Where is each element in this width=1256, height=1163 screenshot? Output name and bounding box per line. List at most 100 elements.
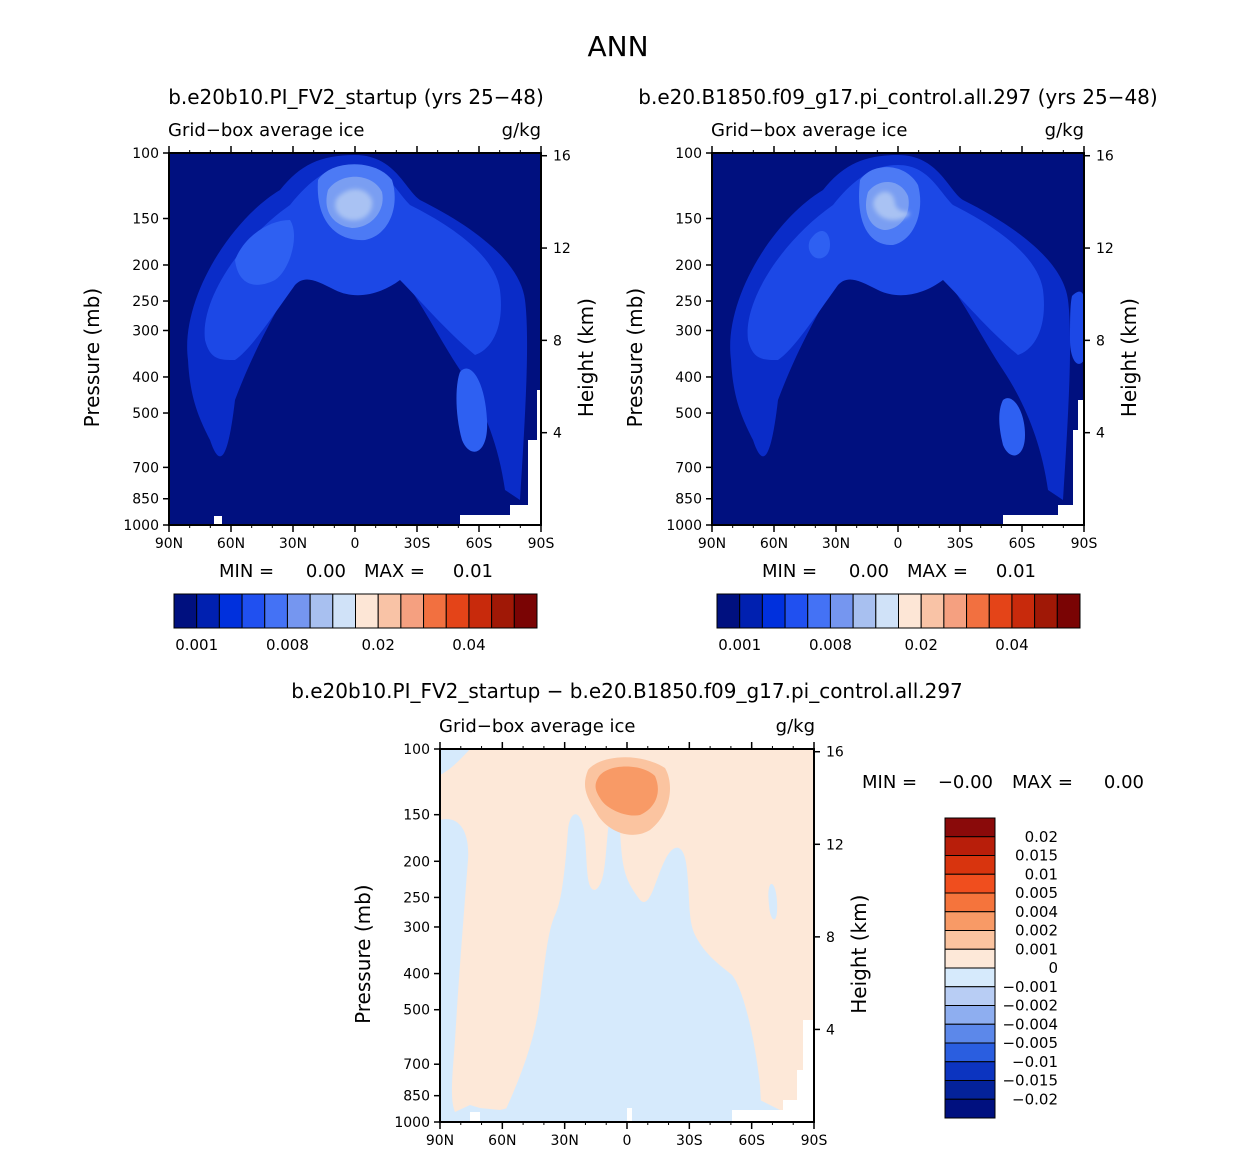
colorbar-swatch xyxy=(943,593,968,629)
y-tick-label: 100 xyxy=(403,742,430,758)
y2-axis-label: Height (km) xyxy=(847,895,871,1014)
x-tick-label: 60N xyxy=(217,536,245,552)
units-label: g/kg xyxy=(1045,120,1084,141)
colorbar-label: 0.001 xyxy=(175,636,218,654)
x-tick-label: 60S xyxy=(738,1133,765,1149)
units-label: g/kg xyxy=(502,120,541,141)
y-tick-label: 300 xyxy=(403,920,430,936)
min-label: MIN = xyxy=(862,772,917,793)
x-tick-label: 60N xyxy=(760,536,788,552)
colorbar-swatch xyxy=(988,593,1013,629)
colorbar-label: −0.001 xyxy=(1002,978,1058,996)
colorbar-swatch xyxy=(944,986,996,1006)
colorbar-label: 0.015 xyxy=(1015,847,1058,865)
x-tick-label: 0 xyxy=(623,1133,632,1149)
contour-field xyxy=(712,153,1084,525)
colorbar-swatch xyxy=(944,1042,996,1063)
y-tick-label: 700 xyxy=(403,1057,430,1073)
y-tick-label: 150 xyxy=(403,808,430,824)
y-tick-label: 500 xyxy=(403,1003,430,1019)
panel-difference: Grid−box average ice g/kg 100 150 200 250 30… xyxy=(351,716,1144,1149)
colorbar-swatch xyxy=(1056,593,1081,629)
axes: 100 150 200 250 300 400 500 700 850 1000 16 12 8 4 90N… xyxy=(80,146,598,552)
max-value: 0.00 xyxy=(1104,772,1144,793)
min-value: 0.00 xyxy=(306,561,346,582)
colorbar: 0.020.0150.010.0050.0040.0020.0010−0.001… xyxy=(944,817,1058,1119)
colorbar-swatch xyxy=(944,1023,996,1044)
x-tick-label: 30S xyxy=(404,536,431,552)
y2-axis-label: Height (km) xyxy=(1117,298,1141,417)
units-label: g/kg xyxy=(776,716,815,737)
colorbar-swatch xyxy=(829,593,854,629)
case1-title: b.e20b10.PI_FV2_startup (yrs 25−48) xyxy=(168,85,544,109)
colorbar-swatch xyxy=(875,593,899,629)
colorbar-swatch xyxy=(1034,593,1058,629)
y-tick-label: 300 xyxy=(132,323,159,339)
colorbar-swatch xyxy=(286,593,311,629)
colorbar-label: −0.01 xyxy=(1012,1053,1058,1071)
colorbar-label: 0.001 xyxy=(718,636,761,654)
colorbar-swatch xyxy=(309,593,334,629)
colorbar-swatch xyxy=(332,593,356,629)
colorbar-label: 0.004 xyxy=(1015,903,1058,921)
min-value: −0.00 xyxy=(938,772,993,793)
colorbar-swatch xyxy=(218,593,243,629)
y-axis-label: Pressure (mb) xyxy=(80,288,104,428)
y2-tick-label: 16 xyxy=(553,149,571,165)
colorbar-label: 0.008 xyxy=(266,636,309,654)
panel-case1: Grid−box average ice g/kg 100 150 200 250 30… xyxy=(80,120,598,654)
y2-tick-label: 16 xyxy=(826,745,844,761)
y-tick-label: 250 xyxy=(132,294,159,310)
colorbar-label: 0.02 xyxy=(1025,828,1058,846)
colorbar-swatch xyxy=(898,593,922,629)
min-value: 0.00 xyxy=(849,561,889,582)
colorbar-swatch xyxy=(920,593,945,629)
stats: MIN = −0.00 MAX = 0.00 xyxy=(862,772,1144,793)
x-tick-label: 30N xyxy=(279,536,307,552)
y-tick-label: 850 xyxy=(132,492,159,508)
colorbar-label: 0.02 xyxy=(361,636,394,654)
colorbar-swatch xyxy=(400,593,425,629)
diff-title: b.e20b10.PI_FV2_startup − b.e20.B1850.f0… xyxy=(291,679,963,703)
colorbar-swatch xyxy=(944,1080,996,1100)
max-label: MAX = xyxy=(364,561,425,582)
y-tick-label: 250 xyxy=(675,294,702,310)
colorbar-swatch xyxy=(966,593,990,629)
x-tick-label: 90N xyxy=(155,536,183,552)
axes: 100 150 200 250 300 400 500 700 850 1000 16 12 8 4 90N… xyxy=(351,742,871,1149)
y2-tick-label: 12 xyxy=(1096,241,1114,257)
colorbar-swatch xyxy=(513,593,538,629)
colorbar-swatch xyxy=(1011,593,1036,629)
colorbar: 0.001 0.008 0.02 0.04 xyxy=(173,593,538,654)
contour-field xyxy=(169,153,541,525)
variable-label: Grid−box average ice xyxy=(439,716,636,737)
y-tick-label: 250 xyxy=(403,890,430,906)
colorbar-swatch xyxy=(739,593,763,629)
panel-case2: Grid−box average ice g/kg 100 150 200 250 30… xyxy=(623,120,1141,654)
y2-tick-label: 8 xyxy=(1096,333,1105,349)
x-tick-label: 30N xyxy=(551,1133,579,1149)
y-tick-label: 150 xyxy=(132,212,159,228)
colorbar-label: −0.004 xyxy=(1002,1015,1058,1033)
colorbar-label: −0.002 xyxy=(1002,997,1058,1015)
y2-tick-label: 12 xyxy=(826,837,844,853)
colorbar-swatch xyxy=(944,892,996,913)
colorbar-swatch xyxy=(944,1005,996,1025)
colorbar-swatch xyxy=(377,593,402,629)
colorbar-swatch xyxy=(241,593,266,629)
y-tick-label: 850 xyxy=(403,1089,430,1105)
max-value: 0.01 xyxy=(453,561,493,582)
y-tick-label: 200 xyxy=(132,258,159,274)
x-tick-label: 30S xyxy=(676,1133,703,1149)
colorbar-swatch xyxy=(944,948,996,969)
y2-tick-label: 4 xyxy=(826,1022,835,1038)
variable-label: Grid−box average ice xyxy=(168,120,365,141)
y2-tick-label: 4 xyxy=(553,426,562,442)
colorbar-swatch xyxy=(491,593,515,629)
y-tick-label: 400 xyxy=(675,370,702,386)
variable-label: Grid−box average ice xyxy=(711,120,908,141)
y2-axis-label: Height (km) xyxy=(574,298,598,417)
colorbar-swatch xyxy=(264,593,288,629)
colorbar-swatch xyxy=(196,593,220,629)
y-tick-label: 100 xyxy=(675,146,702,162)
